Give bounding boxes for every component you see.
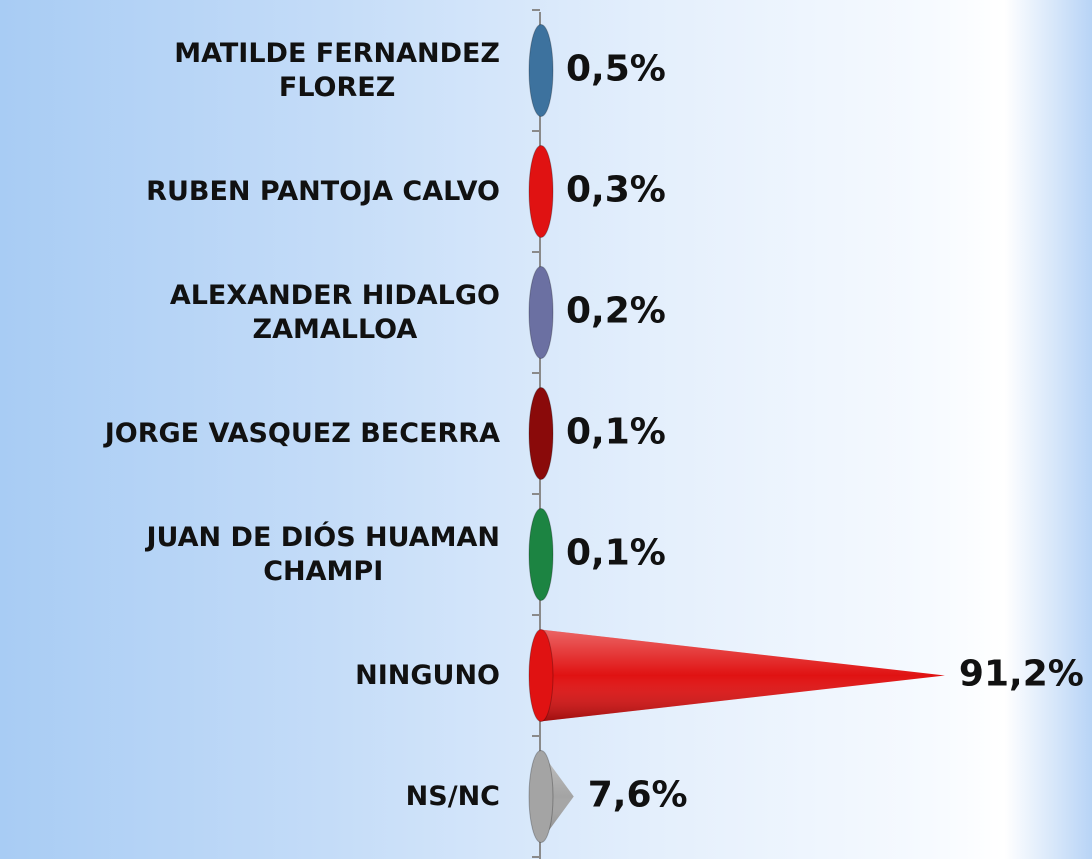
bar-base <box>528 387 554 480</box>
category-label: JUAN DE DIÓS HUAMAN CHAMPI <box>146 521 501 587</box>
bar-base <box>528 508 554 601</box>
category-label: RUBEN PANTOJA CALVO <box>146 175 500 207</box>
bar-base <box>528 24 554 117</box>
data-label: 7,6% <box>588 775 688 816</box>
category-label: ALEXANDER HIDALGO ZAMALLOA <box>169 279 500 345</box>
data-label: 91,2% <box>959 654 1084 695</box>
data-label: 0,1% <box>566 533 666 574</box>
data-label: 0,5% <box>566 49 666 90</box>
bar <box>528 508 554 601</box>
bar <box>528 629 945 722</box>
bar-base <box>528 145 554 238</box>
bar <box>528 145 554 238</box>
bar <box>528 387 554 480</box>
data-label: 0,2% <box>566 291 666 332</box>
data-label: 0,1% <box>566 412 666 453</box>
bar <box>528 24 554 117</box>
bar-base <box>528 266 554 359</box>
category-label: JORGE VASQUEZ BECERRA <box>104 417 500 449</box>
bar <box>528 266 554 359</box>
bar-base <box>528 750 554 843</box>
data-label: 0,3% <box>566 170 666 211</box>
category-label: NINGUNO <box>355 659 500 691</box>
bar-base <box>528 629 554 722</box>
category-label: MATILDE FERNANDEZ FLOREZ <box>174 37 500 103</box>
category-label: NS/NC <box>405 780 500 812</box>
bar-shade <box>540 629 945 722</box>
bar <box>528 750 574 843</box>
